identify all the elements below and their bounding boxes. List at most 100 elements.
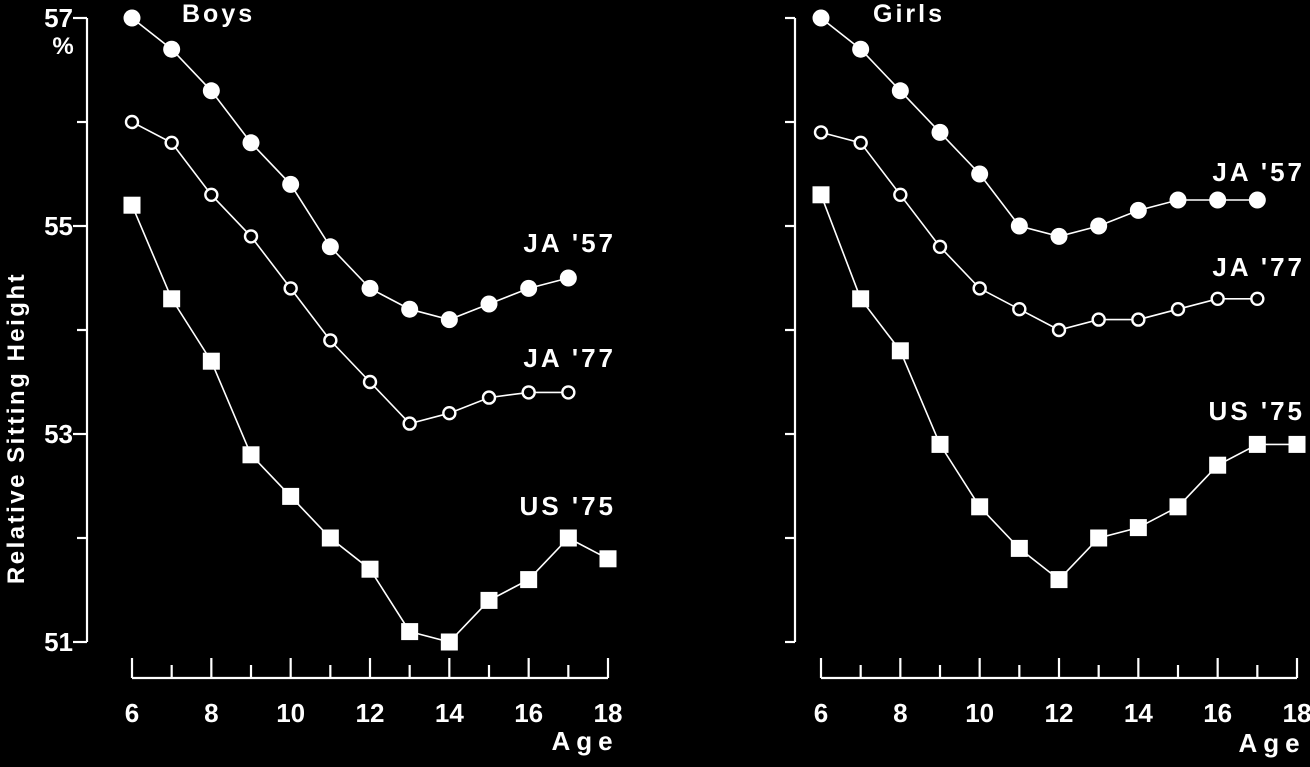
x-tick-label: 14	[435, 698, 464, 728]
x-tick-label: 6	[814, 698, 828, 728]
series-ja57: JA '57	[812, 9, 1302, 245]
data-point	[401, 300, 419, 318]
data-point	[202, 82, 220, 100]
data-point	[282, 487, 300, 505]
data-point	[401, 623, 419, 641]
x-tick-label: 16	[1203, 698, 1232, 728]
series-us75: US '75	[123, 196, 617, 651]
y-tick-label: 53	[44, 419, 73, 449]
x-tick-label: 18	[594, 698, 623, 728]
series-line	[131, 17, 569, 321]
x-tick-label: 6	[125, 698, 139, 728]
x-axis-label: Age	[551, 726, 618, 756]
data-point	[1170, 302, 1186, 317]
data-point	[1050, 571, 1068, 589]
data-point	[1248, 191, 1266, 209]
data-point	[283, 281, 298, 296]
data-point	[1050, 227, 1068, 245]
data-point	[520, 571, 538, 589]
data-point	[891, 82, 909, 100]
y-axis-unit: %	[52, 33, 73, 60]
data-point	[124, 114, 140, 130]
data-point	[891, 342, 909, 360]
series-label: US '75	[520, 491, 616, 521]
series-label: JA '77	[523, 343, 616, 373]
x-tick-label: 12	[356, 698, 385, 728]
data-point	[321, 238, 339, 256]
data-point	[164, 135, 179, 151]
series-line	[131, 121, 569, 425]
data-point	[123, 9, 141, 27]
data-point	[440, 633, 458, 651]
data-point	[521, 385, 536, 400]
data-point	[402, 416, 417, 431]
y-axis-label: Relative Sitting Height	[3, 272, 30, 584]
data-point	[852, 40, 870, 58]
data-point	[853, 135, 868, 151]
data-point	[1288, 435, 1306, 453]
data-point	[972, 281, 987, 296]
data-point	[480, 295, 498, 313]
data-point	[812, 186, 830, 204]
data-point	[1210, 291, 1225, 306]
data-point	[812, 9, 830, 27]
data-point	[204, 187, 219, 203]
x-tick-label: 10	[965, 698, 994, 728]
data-point	[1010, 539, 1028, 557]
y-tick-label: 55	[44, 211, 73, 241]
data-point	[163, 40, 181, 58]
series-us75: US '75	[812, 186, 1306, 589]
data-point	[1250, 291, 1265, 306]
series-ja77: JA '77	[124, 114, 616, 431]
x-tick-label: 16	[514, 698, 543, 728]
data-point	[163, 290, 181, 308]
data-point	[1090, 217, 1108, 235]
data-point	[932, 239, 948, 255]
data-point	[323, 333, 338, 348]
data-point	[971, 498, 989, 516]
data-point	[1209, 456, 1227, 474]
data-point	[1090, 529, 1108, 547]
panel-title: Boys	[182, 0, 255, 28]
data-point	[442, 406, 457, 421]
data-point	[361, 279, 379, 297]
data-point	[481, 390, 497, 405]
data-point	[559, 529, 577, 547]
data-point	[1129, 201, 1147, 219]
data-point	[852, 290, 870, 308]
data-point	[1012, 302, 1027, 317]
x-tick-label: 14	[1124, 698, 1153, 728]
data-point	[321, 529, 339, 547]
x-tick-label: 18	[1283, 698, 1310, 728]
data-point	[1131, 312, 1146, 327]
data-point	[1169, 191, 1187, 209]
data-point	[123, 196, 141, 214]
data-point	[1129, 519, 1147, 537]
y-tick-label: 57	[44, 3, 73, 33]
data-point	[561, 385, 576, 400]
data-point	[242, 134, 260, 152]
series-label: US '75	[1209, 396, 1305, 426]
data-point	[1209, 191, 1227, 209]
x-tick-label: 8	[893, 698, 907, 728]
x-tick-label: 12	[1045, 698, 1074, 728]
data-point	[362, 374, 378, 390]
data-point	[1169, 498, 1187, 516]
series-ja57: JA '57	[123, 9, 613, 329]
data-point	[931, 435, 949, 453]
data-point	[243, 229, 259, 244]
series-ja77: JA '77	[813, 125, 1302, 338]
data-point	[559, 269, 577, 287]
data-point	[480, 591, 498, 609]
data-point	[1248, 435, 1266, 453]
x-tick-label: 8	[204, 698, 218, 728]
panel-title: Girls	[873, 0, 945, 28]
series-line	[820, 17, 1258, 238]
data-point	[1010, 217, 1028, 235]
x-axis-label: Age	[1238, 728, 1305, 758]
data-point	[813, 125, 829, 140]
data-point	[242, 446, 260, 464]
